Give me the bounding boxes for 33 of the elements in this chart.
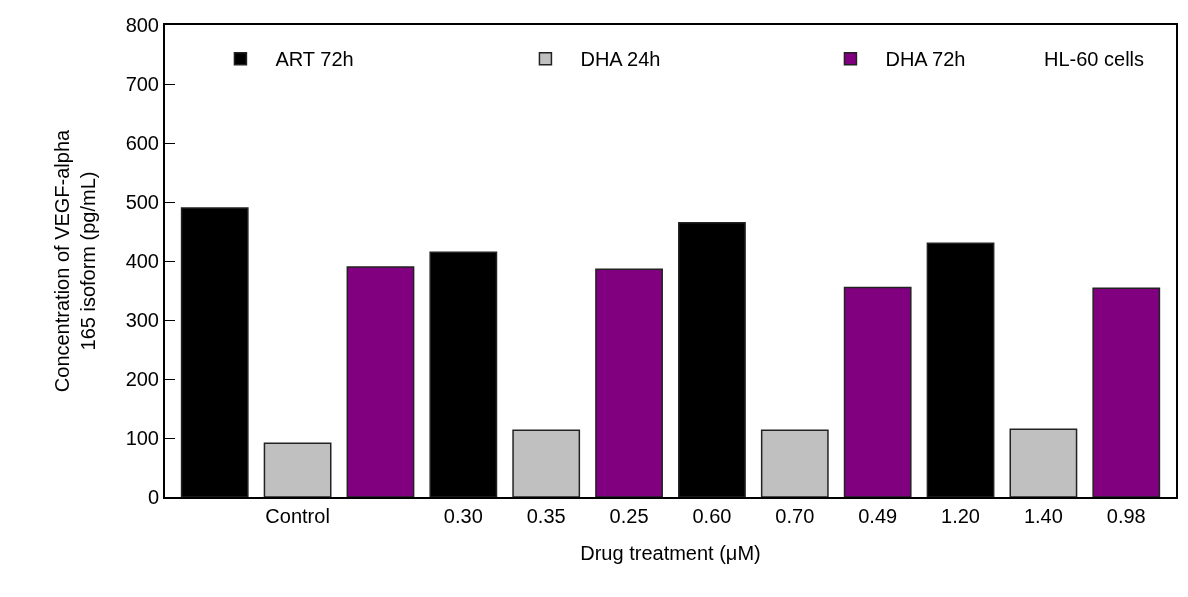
y-tick-label: 0 [147,486,159,508]
y-tick-label: 300 [125,309,159,331]
y-tick-label: 600 [125,132,159,154]
x-tick-label: 0.98 [1106,505,1146,527]
y-tick-label: 400 [125,250,159,272]
bar [512,429,581,497]
x-tick-label: 0.30 [443,505,483,527]
y-axis-title: Concentration of VEGF-alpha 165 isoform (pg/mL) [50,128,99,393]
bar [760,429,829,497]
y-tick-label: 500 [125,191,159,213]
x-tick-label: 0.25 [609,505,649,527]
bar [843,286,912,497]
x-axis-title: Drug treatment (μM) [580,542,761,564]
legend-label: DHA 24h [580,48,661,71]
x-tick-label: 1.40 [1023,505,1063,527]
bar [346,266,415,497]
bar [1009,428,1078,497]
bar [263,442,332,497]
x-tick-label: 0.60 [692,505,732,527]
y-tick-label: 100 [125,427,159,449]
x-tick-label: 0.49 [858,505,898,527]
x-tick-label: 1.20 [941,505,981,527]
x-tick-label: 0.35 [526,505,566,527]
y-tick-label: 800 [125,14,159,36]
bar [1092,287,1161,497]
y-tick-label: 200 [125,368,159,390]
x-tick-label: Control [265,505,330,527]
x-tick-label: 0.70 [775,505,815,527]
bar [595,268,663,497]
legend-label: ART 72h [275,48,354,71]
y-tick-label: 700 [125,73,159,95]
legend-label: DHA 72h [885,48,966,71]
annotation: HL-60 cells [1044,48,1145,70]
